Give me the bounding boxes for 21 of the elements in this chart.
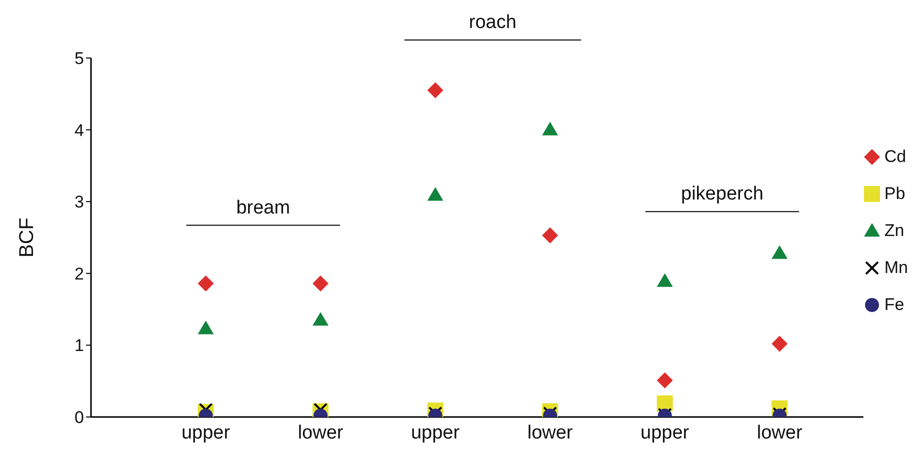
legend-label: Zn	[884, 220, 904, 240]
text: roach	[468, 12, 516, 34]
legend-label: Pb	[884, 184, 906, 204]
x-tick-label: upper	[640, 422, 690, 444]
y-axis-title: BCF	[16, 218, 38, 258]
x-tick-label: upper	[410, 422, 460, 444]
y-tick-label: 2	[74, 264, 84, 284]
x-tick-label: upper	[181, 422, 231, 444]
x-tick-label: lower	[527, 422, 574, 444]
y-tick-label: 1	[74, 336, 84, 356]
x-tick-label: lower	[298, 422, 344, 444]
x-tick-label: lower	[756, 422, 803, 444]
y-tick-label: 5	[74, 49, 84, 68]
y-tick-label: 4	[74, 120, 84, 140]
legend-label: Fe	[884, 294, 904, 314]
legend-label: Mn	[884, 258, 908, 278]
annotation: bream	[236, 197, 290, 218]
y-tick-label: 0	[74, 408, 84, 428]
y-tick-label: 3	[74, 192, 84, 212]
legend-label: Cd	[884, 146, 906, 166]
annotation: pikeperch	[681, 184, 764, 205]
